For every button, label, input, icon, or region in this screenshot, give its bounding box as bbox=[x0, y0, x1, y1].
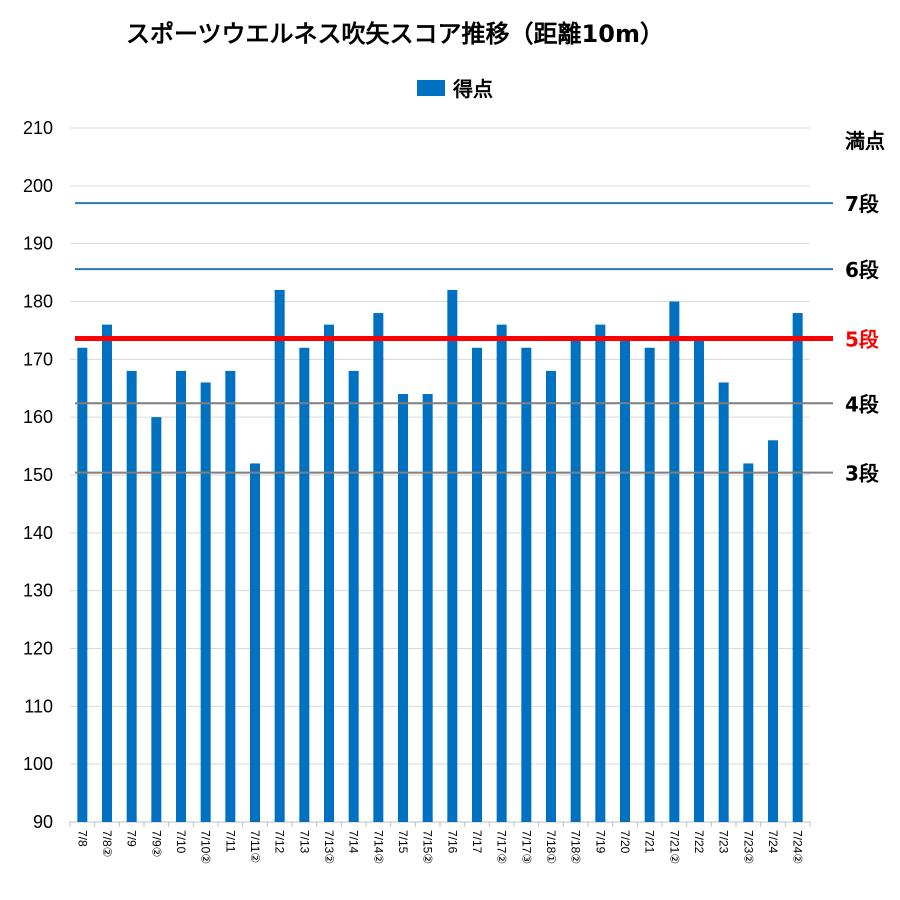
x-tick-label: 7/15② bbox=[421, 830, 435, 864]
bars bbox=[77, 289, 803, 822]
x-tick-label: 7/23② bbox=[741, 830, 755, 864]
y-tick-label: 180 bbox=[23, 292, 53, 312]
bar bbox=[398, 394, 408, 822]
y-tick-label: 100 bbox=[23, 754, 53, 774]
bar bbox=[743, 463, 754, 822]
bar bbox=[521, 347, 532, 822]
x-tick-label: 7/18② bbox=[569, 830, 583, 864]
reference-line-label: 6段 bbox=[845, 258, 879, 282]
x-tick-label: 7/10 bbox=[174, 830, 188, 854]
y-tick-label: 190 bbox=[23, 234, 53, 254]
bar bbox=[151, 417, 162, 822]
bar bbox=[225, 370, 236, 822]
bar bbox=[176, 370, 186, 822]
y-tick-label: 130 bbox=[23, 581, 53, 601]
x-axis-ticks: 7/8 7/8② 7/9 7/9② 7/10 7/10② 7/11 7/11② 7/12 7/13… bbox=[69, 822, 811, 864]
bar bbox=[324, 324, 334, 822]
x-tick-label: 7/17② bbox=[495, 830, 509, 864]
bar bbox=[126, 370, 137, 822]
bar bbox=[77, 347, 88, 822]
y-axis-ticks: 90 100 110 120 130 140 150 160 170 180 190 200 210 bbox=[23, 118, 53, 832]
chart-title: スポーツウエルネス吹矢スコア推移（距離10m） bbox=[126, 20, 664, 48]
x-tick-label: 7/11 bbox=[223, 830, 237, 853]
y-tick-label: 160 bbox=[23, 407, 53, 427]
x-tick-label: 7/10② bbox=[199, 830, 213, 864]
reference-line-label: 満点 bbox=[845, 129, 885, 153]
x-tick-label: 7/17③ bbox=[519, 830, 533, 864]
x-tick-label: 7/14② bbox=[371, 830, 385, 864]
bar bbox=[274, 289, 285, 822]
bar bbox=[102, 324, 112, 822]
bar bbox=[595, 324, 606, 822]
bar bbox=[570, 336, 581, 822]
x-tick-label: 7/21 bbox=[643, 830, 657, 854]
gridlines bbox=[70, 127, 810, 823]
x-tick-label: 7/13② bbox=[322, 830, 336, 864]
bar bbox=[348, 370, 359, 822]
bar bbox=[373, 313, 384, 822]
x-tick-label: 7/12 bbox=[273, 830, 287, 854]
reference-line-label: 5段 bbox=[845, 328, 879, 352]
legend: 得点 bbox=[417, 77, 493, 101]
x-tick-label: 7/8 bbox=[75, 830, 89, 847]
legend-swatch bbox=[417, 80, 445, 96]
x-tick-label: 7/9 bbox=[125, 830, 139, 847]
bar bbox=[472, 347, 482, 822]
bar bbox=[768, 440, 778, 822]
reference-line-label: 7段 bbox=[845, 192, 879, 216]
x-tick-label: 7/8② bbox=[100, 830, 114, 857]
x-tick-label: 7/17 bbox=[470, 830, 484, 854]
y-tick-label: 150 bbox=[23, 465, 53, 485]
x-tick-label: 7/24② bbox=[791, 830, 805, 864]
x-tick-label: 7/14 bbox=[347, 830, 361, 854]
y-tick-label: 210 bbox=[23, 118, 53, 138]
x-tick-label: 7/18① bbox=[544, 830, 558, 864]
x-tick-label: 7/19 bbox=[593, 830, 607, 854]
y-tick-label: 170 bbox=[23, 349, 53, 369]
x-tick-label: 7/13 bbox=[297, 830, 311, 854]
y-tick-label: 110 bbox=[24, 696, 53, 716]
x-tick-label: 7/9② bbox=[149, 830, 163, 857]
bar bbox=[644, 347, 655, 822]
x-tick-label: 7/22 bbox=[692, 830, 706, 854]
bar bbox=[422, 394, 433, 822]
bar bbox=[669, 301, 680, 822]
bar bbox=[447, 289, 458, 822]
bar bbox=[496, 324, 507, 822]
bar bbox=[792, 313, 803, 822]
bar bbox=[718, 382, 729, 822]
x-tick-label: 7/23 bbox=[717, 830, 731, 854]
x-tick-label: 7/15 bbox=[396, 830, 410, 854]
y-tick-label: 140 bbox=[23, 523, 53, 543]
bar bbox=[250, 463, 260, 822]
reference-line-label: 4段 bbox=[845, 392, 879, 416]
x-tick-label: 7/21② bbox=[667, 830, 681, 864]
bar bbox=[200, 382, 211, 822]
y-tick-label: 90 bbox=[33, 812, 53, 832]
x-tick-label: 7/20 bbox=[618, 830, 632, 854]
x-tick-label: 7/24 bbox=[766, 830, 780, 854]
bar bbox=[546, 370, 556, 822]
reference-line-label: 3段 bbox=[845, 462, 879, 486]
bar bbox=[694, 336, 704, 822]
x-tick-label: 7/11② bbox=[248, 830, 262, 863]
x-tick-label: 7/16 bbox=[445, 830, 459, 854]
rank-reference-lines: 満点 7段 6段 5段 4段 3段 bbox=[75, 129, 885, 486]
y-tick-label: 120 bbox=[23, 639, 53, 659]
legend-label: 得点 bbox=[452, 77, 493, 101]
bar bbox=[299, 347, 310, 822]
bar bbox=[620, 336, 630, 822]
y-tick-label: 200 bbox=[23, 176, 53, 196]
